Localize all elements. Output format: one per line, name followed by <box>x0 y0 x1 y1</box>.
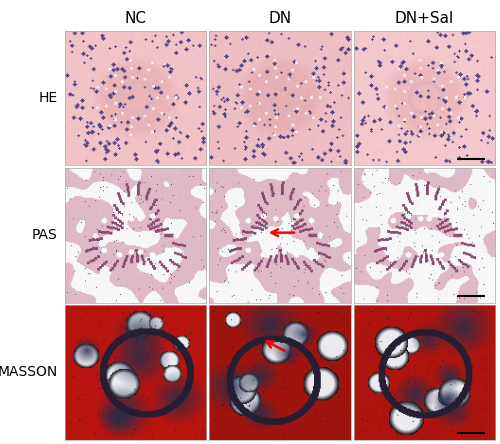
Text: HE: HE <box>38 91 58 105</box>
Text: DN+Sal: DN+Sal <box>394 11 454 26</box>
Text: DN: DN <box>268 11 291 26</box>
Text: PAS: PAS <box>32 228 58 242</box>
Text: NC: NC <box>124 11 146 26</box>
Text: MASSON: MASSON <box>0 365 58 379</box>
